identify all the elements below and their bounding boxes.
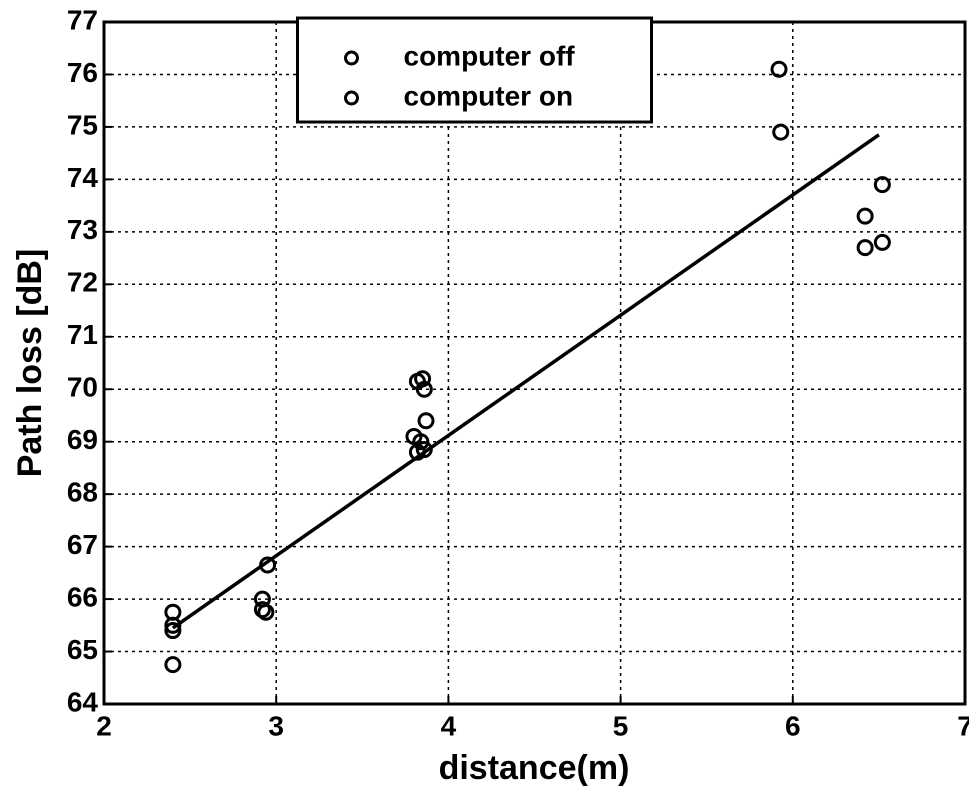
legend-marker	[344, 90, 359, 106]
data-point	[770, 60, 788, 78]
data-point	[164, 656, 182, 674]
y-tick-label: 71	[67, 319, 98, 350]
y-tick-label: 66	[67, 581, 98, 612]
legend-box	[296, 16, 653, 124]
y-tick-label: 64	[67, 686, 99, 717]
y-tick-label: 72	[67, 267, 98, 298]
y-tick-label: 67	[67, 529, 98, 560]
data-point	[417, 412, 435, 430]
legend: computer off computer on	[296, 16, 653, 124]
data-point	[405, 427, 423, 445]
data-point	[873, 233, 891, 251]
legend-marker	[344, 50, 359, 66]
plot-frame	[102, 20, 967, 706]
legend-label: computer on	[404, 80, 574, 111]
data-point	[164, 622, 182, 640]
y-tick-label: 69	[67, 424, 98, 455]
data-point	[164, 616, 182, 634]
y-tick-label: 65	[67, 634, 98, 665]
data-point	[415, 380, 433, 398]
y-tick-label: 76	[67, 57, 98, 88]
y-axis-label: Path loss [dB]	[11, 249, 49, 478]
fit-line	[171, 133, 880, 630]
x-tick-label: 7	[957, 710, 969, 741]
y-tick-label: 77	[67, 4, 98, 35]
data-point	[873, 176, 891, 194]
data-point	[856, 239, 874, 257]
y-tick-label: 75	[67, 109, 98, 140]
data-point	[257, 603, 275, 621]
x-tick-label: 6	[785, 710, 801, 741]
x-tick-label: 4	[441, 710, 457, 741]
data-point	[856, 207, 874, 225]
y-tick-label: 68	[67, 477, 98, 508]
data-point	[772, 123, 790, 141]
data-point	[414, 370, 432, 388]
y-tick-label: 70	[67, 372, 98, 403]
x-tick-label: 5	[613, 710, 629, 741]
legend-label: computer off	[404, 40, 576, 71]
x-tick-label: 2	[96, 710, 112, 741]
x-tick-label: 3	[268, 710, 284, 741]
y-tick-label: 73	[67, 214, 98, 245]
y-tick-label: 74	[67, 162, 99, 193]
x-axis-label: distance(m)	[439, 749, 630, 787]
